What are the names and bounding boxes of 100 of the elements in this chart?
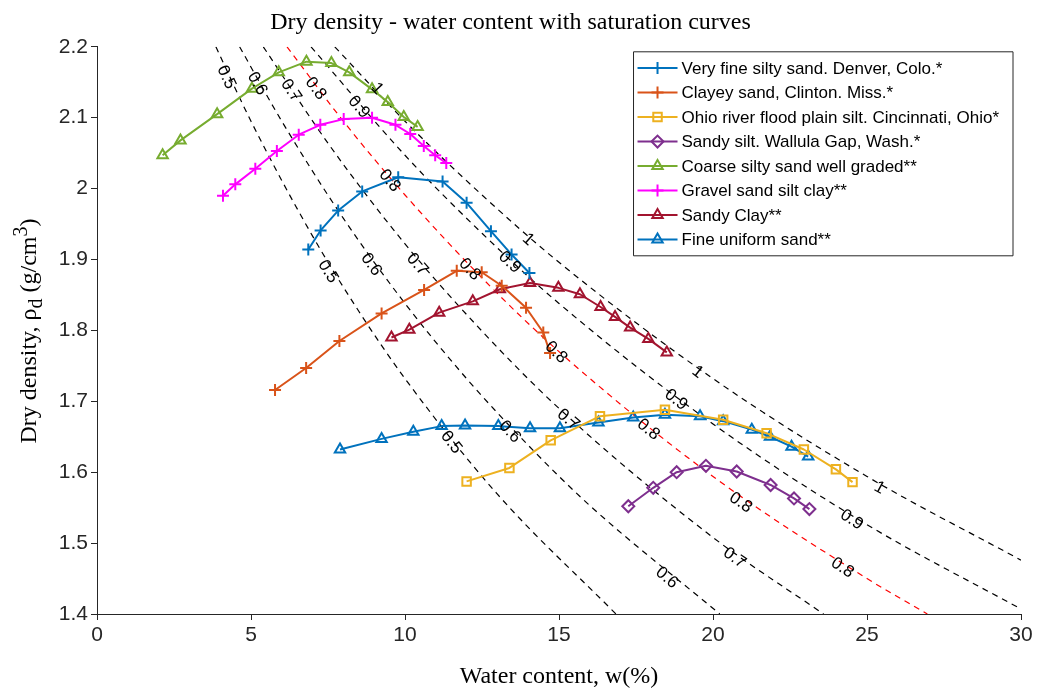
annotation: 0.7 xyxy=(553,404,584,434)
point xyxy=(523,421,537,433)
x-tick-label: 25 xyxy=(855,622,879,646)
annotation: 0.8 xyxy=(375,165,406,196)
point xyxy=(313,117,328,132)
point xyxy=(156,148,169,160)
legend-label: Fine uniform sand** xyxy=(681,230,832,250)
point xyxy=(798,444,810,455)
x-axis-title: Water content, w(%) xyxy=(459,661,659,688)
point xyxy=(522,265,537,280)
point xyxy=(374,306,389,321)
point xyxy=(761,427,772,439)
chart-title: Dry density - water content with saturation curves xyxy=(270,7,751,34)
y-tick-label: 1.8 xyxy=(58,317,88,341)
point xyxy=(693,409,707,421)
point xyxy=(375,431,388,443)
point xyxy=(397,109,410,121)
point xyxy=(248,161,263,176)
point xyxy=(504,462,515,474)
x-tick-label: 15 xyxy=(547,622,571,646)
point xyxy=(301,242,316,257)
point xyxy=(432,305,446,317)
annotation: 0.6 xyxy=(495,416,526,447)
point xyxy=(411,119,424,131)
point xyxy=(416,139,431,154)
point xyxy=(331,203,346,218)
y-tick-label: 1.9 xyxy=(58,246,88,270)
line-series xyxy=(215,46,617,614)
legend-label: Sandy silt. Wallula Gap, Wash.* xyxy=(681,132,921,152)
y-tick-label: 1.7 xyxy=(58,388,88,412)
point xyxy=(621,499,636,514)
point xyxy=(573,287,587,299)
point xyxy=(417,282,432,297)
point xyxy=(272,65,285,77)
point xyxy=(523,275,537,287)
point xyxy=(627,410,640,422)
annotation: 0.8 xyxy=(827,552,858,582)
annotation: 0.6 xyxy=(357,248,387,280)
annotation: 0.9 xyxy=(836,504,868,534)
annotation: 0.8 xyxy=(541,336,572,367)
point xyxy=(785,439,798,451)
annotation: 1 xyxy=(367,78,389,99)
annotation: 0.8 xyxy=(726,487,757,517)
point xyxy=(268,382,283,397)
point xyxy=(847,476,858,488)
y-tick-label: 2.2 xyxy=(58,33,88,57)
annotation: 0.6 xyxy=(243,68,272,99)
x-tick-label: 20 xyxy=(701,622,725,646)
point xyxy=(381,95,394,107)
legend-label: Coarse silty sand well graded** xyxy=(681,156,918,176)
point xyxy=(459,195,474,210)
point xyxy=(466,294,479,306)
x-tick-label: 30 xyxy=(1009,622,1033,646)
point xyxy=(483,224,498,239)
legend-label: Clayey sand, Clinton. Miss.* xyxy=(681,83,894,103)
point xyxy=(608,309,622,321)
legend-label: Very fine silty sand. Denver, Colo.* xyxy=(681,58,943,78)
annotation: 0.5 xyxy=(437,426,467,458)
point xyxy=(729,464,744,479)
point xyxy=(210,107,224,119)
point xyxy=(439,156,454,171)
point xyxy=(698,458,713,473)
annotation: 0.5 xyxy=(213,62,241,92)
y-tick-label: 1.6 xyxy=(58,459,88,482)
point xyxy=(763,477,778,492)
annotation: 0.7 xyxy=(402,248,433,280)
y-tick-label: 1.5 xyxy=(58,529,88,553)
annotation: 0.7 xyxy=(719,542,751,572)
point xyxy=(493,282,507,294)
point xyxy=(355,184,370,199)
point xyxy=(313,223,328,238)
annotation: 1 xyxy=(688,361,708,383)
point xyxy=(552,280,565,292)
y-tick-label: 2 xyxy=(76,175,88,199)
point xyxy=(458,418,472,430)
point xyxy=(407,424,420,436)
point xyxy=(594,300,607,311)
annotation: 0.5 xyxy=(314,256,343,287)
point xyxy=(403,322,416,334)
point xyxy=(592,415,605,427)
point xyxy=(336,112,351,127)
point xyxy=(802,502,817,517)
legend-label: Sandy Clay** xyxy=(681,205,783,225)
point xyxy=(519,300,534,315)
annotation: 1 xyxy=(871,476,889,498)
point xyxy=(299,360,314,375)
point xyxy=(801,449,815,461)
annotation: 0.7 xyxy=(277,75,307,106)
y-tick-label: 2.1 xyxy=(58,104,88,128)
point xyxy=(787,491,801,506)
point xyxy=(343,65,356,77)
legend-label: Ohio river flood plain silt. Cincinnati, Ohio* xyxy=(681,107,1000,127)
point xyxy=(291,127,306,142)
point xyxy=(669,465,684,480)
point xyxy=(763,429,777,441)
point xyxy=(325,56,338,68)
point xyxy=(228,177,243,192)
point xyxy=(642,331,655,343)
point xyxy=(536,325,551,340)
point xyxy=(403,127,418,142)
